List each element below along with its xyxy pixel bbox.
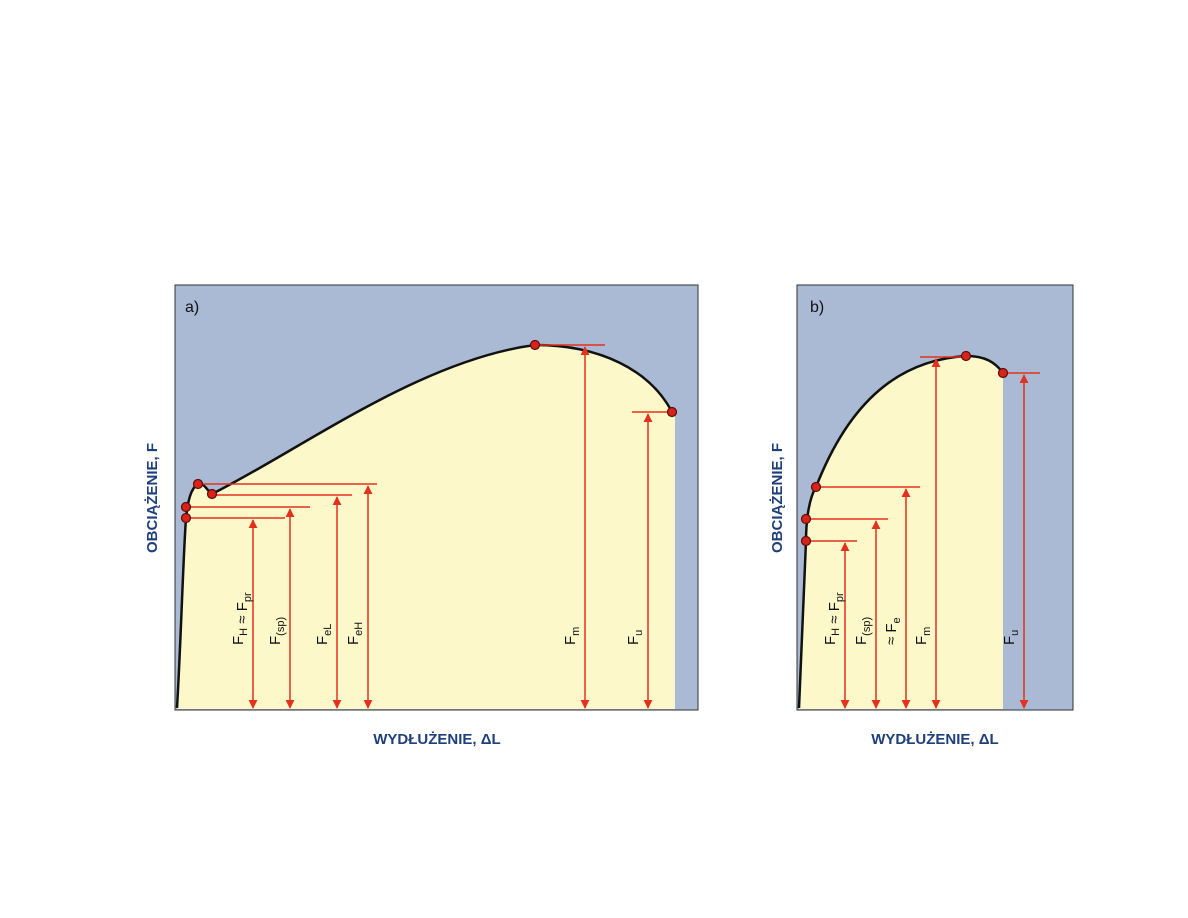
marker-dot <box>810 481 822 493</box>
subscript: m <box>921 627 933 636</box>
axis-label: OBCIĄŻENIE, F <box>144 443 161 553</box>
force-label: Fm <box>913 627 933 645</box>
label-text: F <box>562 636 579 645</box>
marker-dot <box>529 339 541 351</box>
marker-dot <box>800 513 812 525</box>
marker-dot <box>666 406 678 418</box>
marker-dot <box>180 512 192 524</box>
label-text: F <box>345 636 362 645</box>
label-text: F <box>625 636 642 645</box>
marker-dot <box>192 478 204 490</box>
force-label: Fu <box>625 630 645 645</box>
force-label: Fu <box>1001 630 1021 645</box>
axis-label: OBCIĄŻENIE, F <box>769 443 786 553</box>
subscript: pr <box>242 592 254 602</box>
marker-dot <box>180 501 192 513</box>
label-text: ≈ F <box>826 602 843 628</box>
marker-dot <box>800 535 812 547</box>
label-text: F <box>314 636 331 645</box>
subscript: e <box>891 617 903 623</box>
axis-label: WYDŁUŻENIE, ΔL <box>373 731 500 748</box>
force-label: FeH <box>345 622 365 645</box>
axis-label: WYDŁUŻENIE, ΔL <box>871 731 998 748</box>
subscript: (sp) <box>275 617 287 636</box>
force-label: Fm <box>562 627 582 645</box>
label-text: ≈ F <box>234 602 251 628</box>
subscript: H <box>830 628 842 636</box>
subscript: eL <box>322 624 334 636</box>
panel-tag: b) <box>810 299 824 316</box>
marker-dot <box>997 367 1009 379</box>
force-label: F(sp) <box>853 617 873 645</box>
force-label: FH ≈ Fpr <box>822 592 846 645</box>
label-text: F <box>822 636 839 645</box>
force-label: FH ≈ Fpr <box>230 592 254 645</box>
label-text: F <box>230 636 247 645</box>
subscript: u <box>1009 630 1021 636</box>
force-label: FeL <box>314 624 334 645</box>
subscript: pr <box>834 592 846 602</box>
label-text: F <box>913 636 930 645</box>
subscript: eH <box>353 622 365 636</box>
force-label: F(sp) <box>267 617 287 645</box>
marker-dot <box>206 488 218 500</box>
force-label: ≈ Fe <box>883 617 903 645</box>
subscript: m <box>570 627 582 636</box>
label-text: F <box>1001 636 1018 645</box>
marker-dot <box>960 350 972 362</box>
subscript: u <box>633 630 645 636</box>
label-text: ≈ F <box>883 623 900 645</box>
subscript: H <box>238 628 250 636</box>
subscript: (sp) <box>861 617 873 636</box>
label-text: F <box>853 636 870 645</box>
area <box>177 345 675 709</box>
label-text: F <box>267 636 284 645</box>
panel-tag: a) <box>185 299 199 316</box>
area <box>799 356 1003 709</box>
